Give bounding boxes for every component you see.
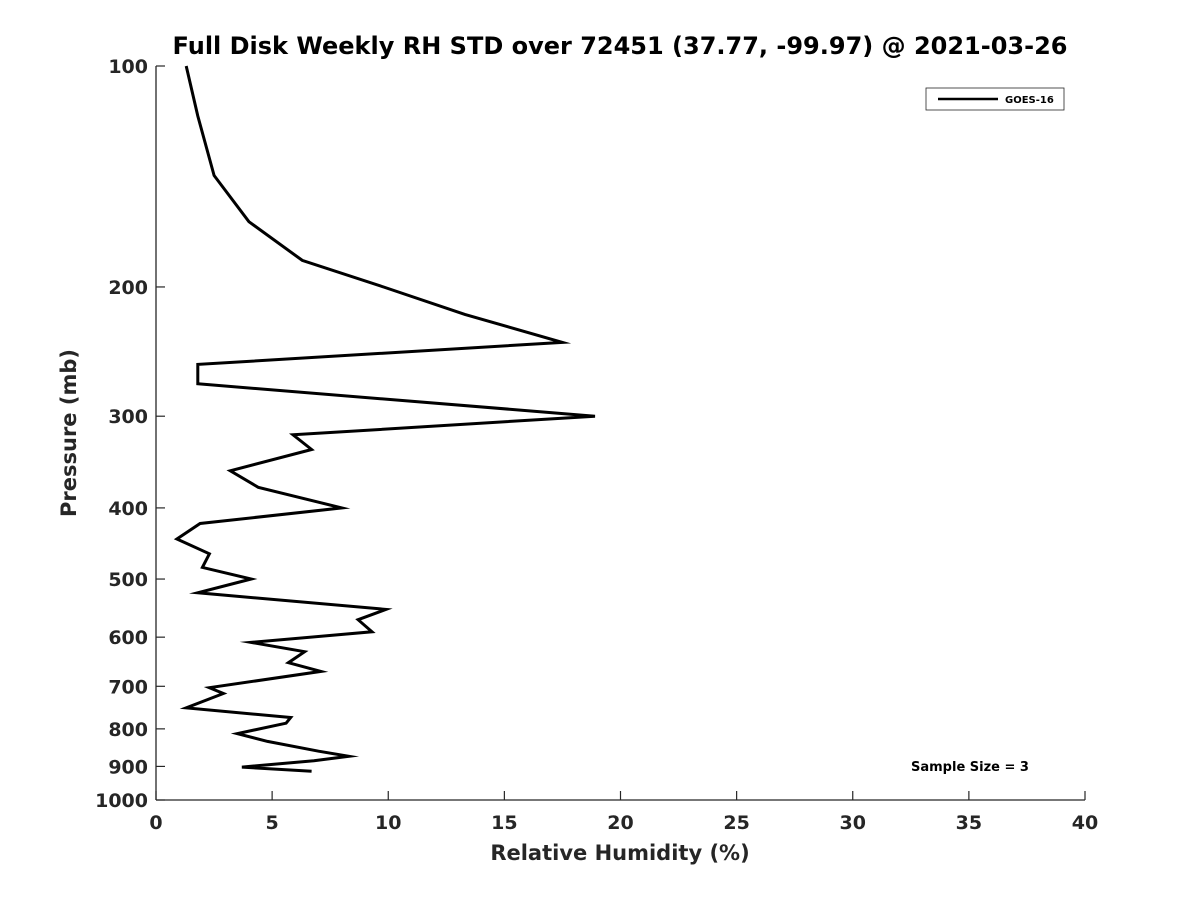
y-tick-label: 400 bbox=[108, 498, 148, 520]
series-layer bbox=[173, 65, 596, 773]
y-tick-label: 200 bbox=[108, 277, 148, 299]
x-tick-label: 40 bbox=[1072, 812, 1098, 834]
x-tick-label: 20 bbox=[607, 812, 633, 834]
x-tick-label: 5 bbox=[266, 812, 279, 834]
sample-size-annotation: Sample Size = 3 bbox=[911, 760, 1029, 775]
x-tick-label: 35 bbox=[956, 812, 982, 834]
y-tick-label: 1000 bbox=[95, 790, 148, 812]
x-tick-label: 25 bbox=[723, 812, 749, 834]
x-tick-label: 30 bbox=[840, 812, 866, 834]
chart-title: Full Disk Weekly RH STD over 72451 (37.7… bbox=[173, 32, 1068, 60]
y-axis-label: Pressure (mb) bbox=[57, 349, 81, 517]
y-tick-label: 700 bbox=[108, 676, 148, 698]
legend-label-goes-16: GOES-16 bbox=[1005, 95, 1054, 106]
y-tick-label: 900 bbox=[108, 756, 148, 778]
x-tick-label: 0 bbox=[149, 812, 162, 834]
y-tick-label: 600 bbox=[108, 627, 148, 649]
series-line-goes-16 bbox=[173, 65, 596, 773]
x-axis-label: Relative Humidity (%) bbox=[490, 841, 749, 865]
y-tick-label: 500 bbox=[108, 569, 148, 591]
y-tick-label: 300 bbox=[108, 406, 148, 428]
x-tick-label: 10 bbox=[375, 812, 401, 834]
y-tick-label: 100 bbox=[108, 56, 148, 78]
legend: GOES-16 bbox=[925, 87, 1065, 111]
plot-area bbox=[156, 66, 1085, 800]
x-tick-label: 15 bbox=[491, 812, 517, 834]
y-tick-label: 800 bbox=[108, 719, 148, 741]
y-axis-ticks: 100 200 300 400 500 600 700 800 900 1000 bbox=[95, 56, 165, 812]
x-axis-ticks: 0 5 10 15 20 25 30 35 40 bbox=[149, 791, 1098, 834]
